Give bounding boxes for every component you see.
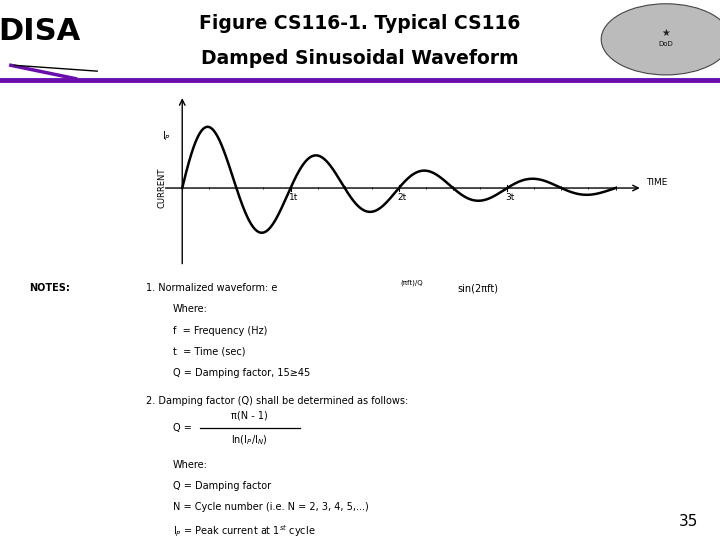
Text: N = Cycle number (i.e. N = 2, 3, 4, 5,...): N = Cycle number (i.e. N = 2, 3, 4, 5,..… xyxy=(173,502,369,512)
Text: 2. Damping factor (Q) shall be determined as follows:: 2. Damping factor (Q) shall be determine… xyxy=(146,396,408,406)
Text: ★: ★ xyxy=(662,28,670,38)
Text: 3t: 3t xyxy=(505,193,515,202)
Text: Q = Damping factor, 15≥45: Q = Damping factor, 15≥45 xyxy=(173,368,310,378)
Text: Where:: Where: xyxy=(173,305,207,314)
Text: Where:: Where: xyxy=(173,460,207,470)
Text: 2t: 2t xyxy=(397,193,407,202)
Text: Q =: Q = xyxy=(173,423,195,433)
Text: DoD: DoD xyxy=(659,40,673,46)
Ellipse shape xyxy=(601,4,720,75)
Text: Damped Sinusoidal Waveform: Damped Sinusoidal Waveform xyxy=(201,49,519,68)
Text: t  = Time (sec): t = Time (sec) xyxy=(173,347,246,357)
Text: TIME: TIME xyxy=(646,178,667,187)
Text: Q = Damping factor: Q = Damping factor xyxy=(173,481,271,491)
Text: sin(2πft): sin(2πft) xyxy=(457,283,498,293)
Text: Figure CS116-1. Typical CS116: Figure CS116-1. Typical CS116 xyxy=(199,14,521,33)
Text: DISA: DISA xyxy=(0,17,81,46)
Text: f  = Frequency (Hz): f = Frequency (Hz) xyxy=(173,326,267,336)
Text: (πft)/Q: (πft)/Q xyxy=(400,279,423,286)
Text: 1t: 1t xyxy=(289,193,299,202)
Text: CURRENT: CURRENT xyxy=(157,168,166,208)
Text: 1. Normalized waveform: e: 1. Normalized waveform: e xyxy=(146,283,277,293)
Text: NOTES:: NOTES: xyxy=(29,283,70,293)
Text: 35: 35 xyxy=(679,514,698,529)
Text: I$_P$ = Peak current at 1$^{st}$ cycle: I$_P$ = Peak current at 1$^{st}$ cycle xyxy=(173,523,315,539)
Text: π(N - 1): π(N - 1) xyxy=(231,410,268,420)
Text: ln(I$_P$/I$_N$): ln(I$_P$/I$_N$) xyxy=(231,433,268,447)
Text: I$_P$: I$_P$ xyxy=(162,130,171,143)
